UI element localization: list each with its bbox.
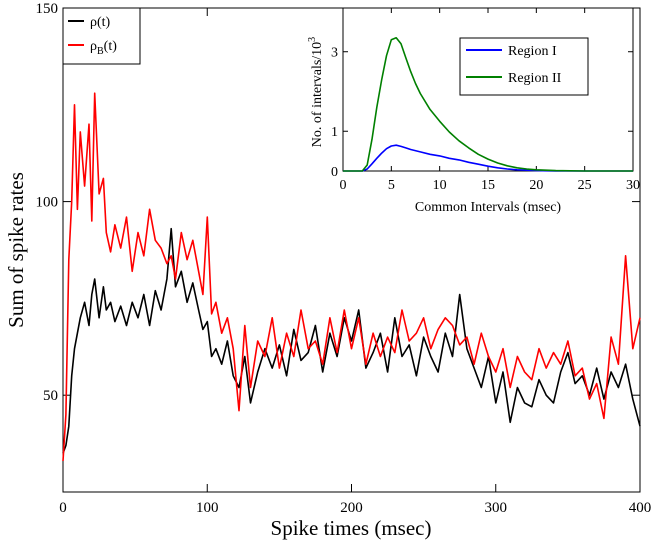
main-x-tick-label: 100 (196, 500, 219, 516)
legend-label-region-1: Region I (508, 44, 557, 59)
inset-x-tick-label: 15 (481, 178, 495, 193)
inset-x-tick-label: 10 (433, 178, 447, 193)
legend-label-rho-b-arg: (t) (104, 39, 118, 54)
inset-series-line-region-i (343, 144, 633, 172)
legend-label-rho-b: ρB(t) (90, 39, 117, 57)
main-y-tick-label: 100 (36, 195, 59, 211)
main-series-group (62, 92, 641, 462)
inset-series-group (343, 36, 633, 172)
main-y-axis-title: Sum of spike rates (4, 172, 28, 328)
inset-y-axis-title: No. of intervals/103 (307, 37, 325, 147)
main-legend: ρ(t) ρB(t) (62, 7, 141, 65)
legend-label-rho-b-subscript: B (97, 46, 104, 57)
inset-y-axis-title-exponent: 3 (307, 37, 318, 42)
main-x-tick-label: 300 (485, 500, 508, 516)
inset-legend: Region I Region II (459, 37, 589, 96)
inset-x-tick-label: 0 (340, 178, 347, 193)
main-x-axis-title: Spike times (msec) (271, 516, 432, 540)
main-x-tick-label: 200 (340, 500, 363, 516)
inset-y-tick-label: 0 (331, 165, 338, 180)
main-y-tick-label: 50 (43, 388, 58, 404)
inset-x-tick-label: 25 (578, 178, 592, 193)
inset-x-tick-label: 5 (388, 178, 395, 193)
main-y-tick-label: 150 (36, 1, 59, 17)
inset-series-line-region-ii (343, 36, 633, 172)
inset-legend-box (459, 37, 589, 96)
main-x-tick-label: 400 (629, 500, 652, 516)
main-x-tick-label: 0 (59, 500, 67, 516)
main-legend-box (62, 7, 141, 65)
main-series-line-t (62, 227, 641, 454)
inset-x-tick-label: 30 (626, 178, 640, 193)
inset-x-axis-title: Common Intervals (msec) (415, 200, 562, 215)
inset-y-tick-label: 1 (331, 125, 338, 140)
main-series-line-b-t (62, 92, 641, 462)
inset-y-axis-title-main: No. of intervals/10 (310, 42, 325, 147)
inset-axis-marks: 0 5 10 15 20 25 30 0 1 3 (331, 8, 640, 193)
legend-label-rho: ρ(t) (90, 15, 111, 30)
inset-y-tick-label: 3 (331, 46, 338, 61)
inset-x-tick-label: 20 (529, 178, 543, 193)
legend-label-region-2: Region II (508, 71, 562, 86)
